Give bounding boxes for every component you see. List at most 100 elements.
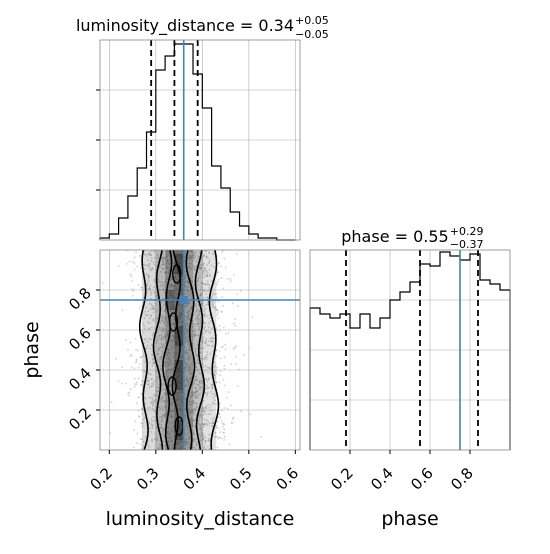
scatter-point [215, 292, 218, 295]
scatter-point [208, 322, 211, 325]
scatter-point [145, 436, 148, 438]
scatter-point [140, 305, 143, 307]
scatter-point [125, 382, 128, 385]
scatter-point [136, 349, 139, 352]
ld-xtick-label-2: 0.4 [180, 464, 210, 494]
scatter-point [206, 280, 209, 283]
scatter-point [159, 416, 161, 419]
scatter-point [202, 302, 204, 305]
scatter-point [196, 361, 199, 364]
scatter-point [212, 422, 215, 425]
scatter-point [144, 313, 147, 316]
scatter-point [198, 381, 201, 384]
scatter-point [156, 331, 159, 333]
scatter-point [211, 303, 214, 305]
scatter-point [144, 253, 147, 256]
scatter-point [208, 406, 211, 409]
scatter-point [204, 439, 207, 442]
scatter-point [143, 268, 146, 270]
hist-ld-title-sub: −0.05 [295, 28, 329, 41]
scatter-point [196, 441, 199, 444]
scatter-point [204, 342, 207, 345]
scatter-point [160, 367, 162, 370]
scatter-point [161, 433, 163, 436]
scatter-point [213, 402, 216, 405]
scatter-point [160, 316, 163, 319]
scatter-point [159, 447, 162, 449]
scatter-point [202, 340, 204, 343]
scatter-point [207, 326, 210, 329]
scatter-point [216, 269, 219, 272]
scatter-point [155, 426, 158, 429]
scatter-point [194, 351, 197, 354]
scatter-point [206, 385, 208, 387]
scatter-point [162, 317, 165, 320]
scatter-point [148, 317, 151, 320]
scatter-point [193, 333, 196, 336]
scatter-point [207, 439, 210, 442]
scatter-point [162, 399, 165, 401]
scatter-point [206, 354, 209, 356]
scatter-point [160, 338, 163, 341]
scatter-point [163, 413, 165, 416]
scatter-point [204, 412, 207, 415]
scatter-point [132, 260, 134, 263]
scatter-point [205, 407, 207, 410]
scatter-point [152, 311, 155, 314]
scatter-point [150, 402, 153, 404]
scatter-point [200, 386, 203, 388]
scatter-point [160, 320, 163, 322]
scatter-point [194, 409, 197, 412]
scatter-point [201, 337, 204, 340]
scatter-point [215, 283, 218, 286]
scatter-point [150, 420, 153, 423]
scatter-point [158, 448, 160, 450]
scatter-point [215, 366, 218, 369]
scatter-point [199, 276, 202, 279]
scatter-point [198, 422, 200, 425]
scatter-point [161, 260, 164, 263]
scatter-point [199, 267, 202, 269]
scatter-point [140, 356, 143, 358]
scatter-point [149, 291, 152, 293]
scatter-point [148, 275, 150, 278]
scatter-point [153, 291, 156, 294]
phase-axis-label: phase [381, 508, 438, 530]
scatter-point [150, 326, 153, 329]
scatter-point [214, 435, 217, 438]
scatter-point [152, 361, 155, 363]
scatter-point [159, 399, 162, 402]
scatter-point [195, 379, 197, 381]
scatter-point [152, 319, 154, 322]
scatter-point [153, 362, 156, 365]
scatter-point [204, 312, 206, 315]
scatter-point [161, 330, 164, 332]
scatter-point [129, 388, 132, 391]
scatter-point [192, 335, 195, 337]
scatter-point [196, 358, 199, 361]
scatter-point [194, 255, 197, 258]
scatter-point [203, 423, 206, 425]
scatter-point [152, 362, 154, 364]
scatter-point [151, 267, 154, 270]
scatter-point [199, 267, 202, 269]
scatter-point [160, 420, 163, 423]
scatter-point [201, 434, 203, 436]
scatter-point [194, 303, 197, 306]
scatter-point [192, 257, 195, 260]
scatter-point [195, 390, 197, 393]
scatter-point [224, 266, 227, 269]
scatter-point [162, 430, 164, 433]
scatter-point [230, 404, 233, 407]
scatter-point [202, 336, 205, 339]
scatter-point [218, 325, 221, 327]
scatter-point [206, 296, 209, 299]
scatter-point [221, 345, 224, 348]
scatter-point [217, 437, 220, 440]
hist-phase-title-main: phase = 0.55 [341, 227, 448, 246]
scatter-point [136, 383, 138, 386]
scatter-point [152, 400, 155, 402]
scatter-point [192, 251, 195, 254]
scatter-point [162, 345, 164, 347]
